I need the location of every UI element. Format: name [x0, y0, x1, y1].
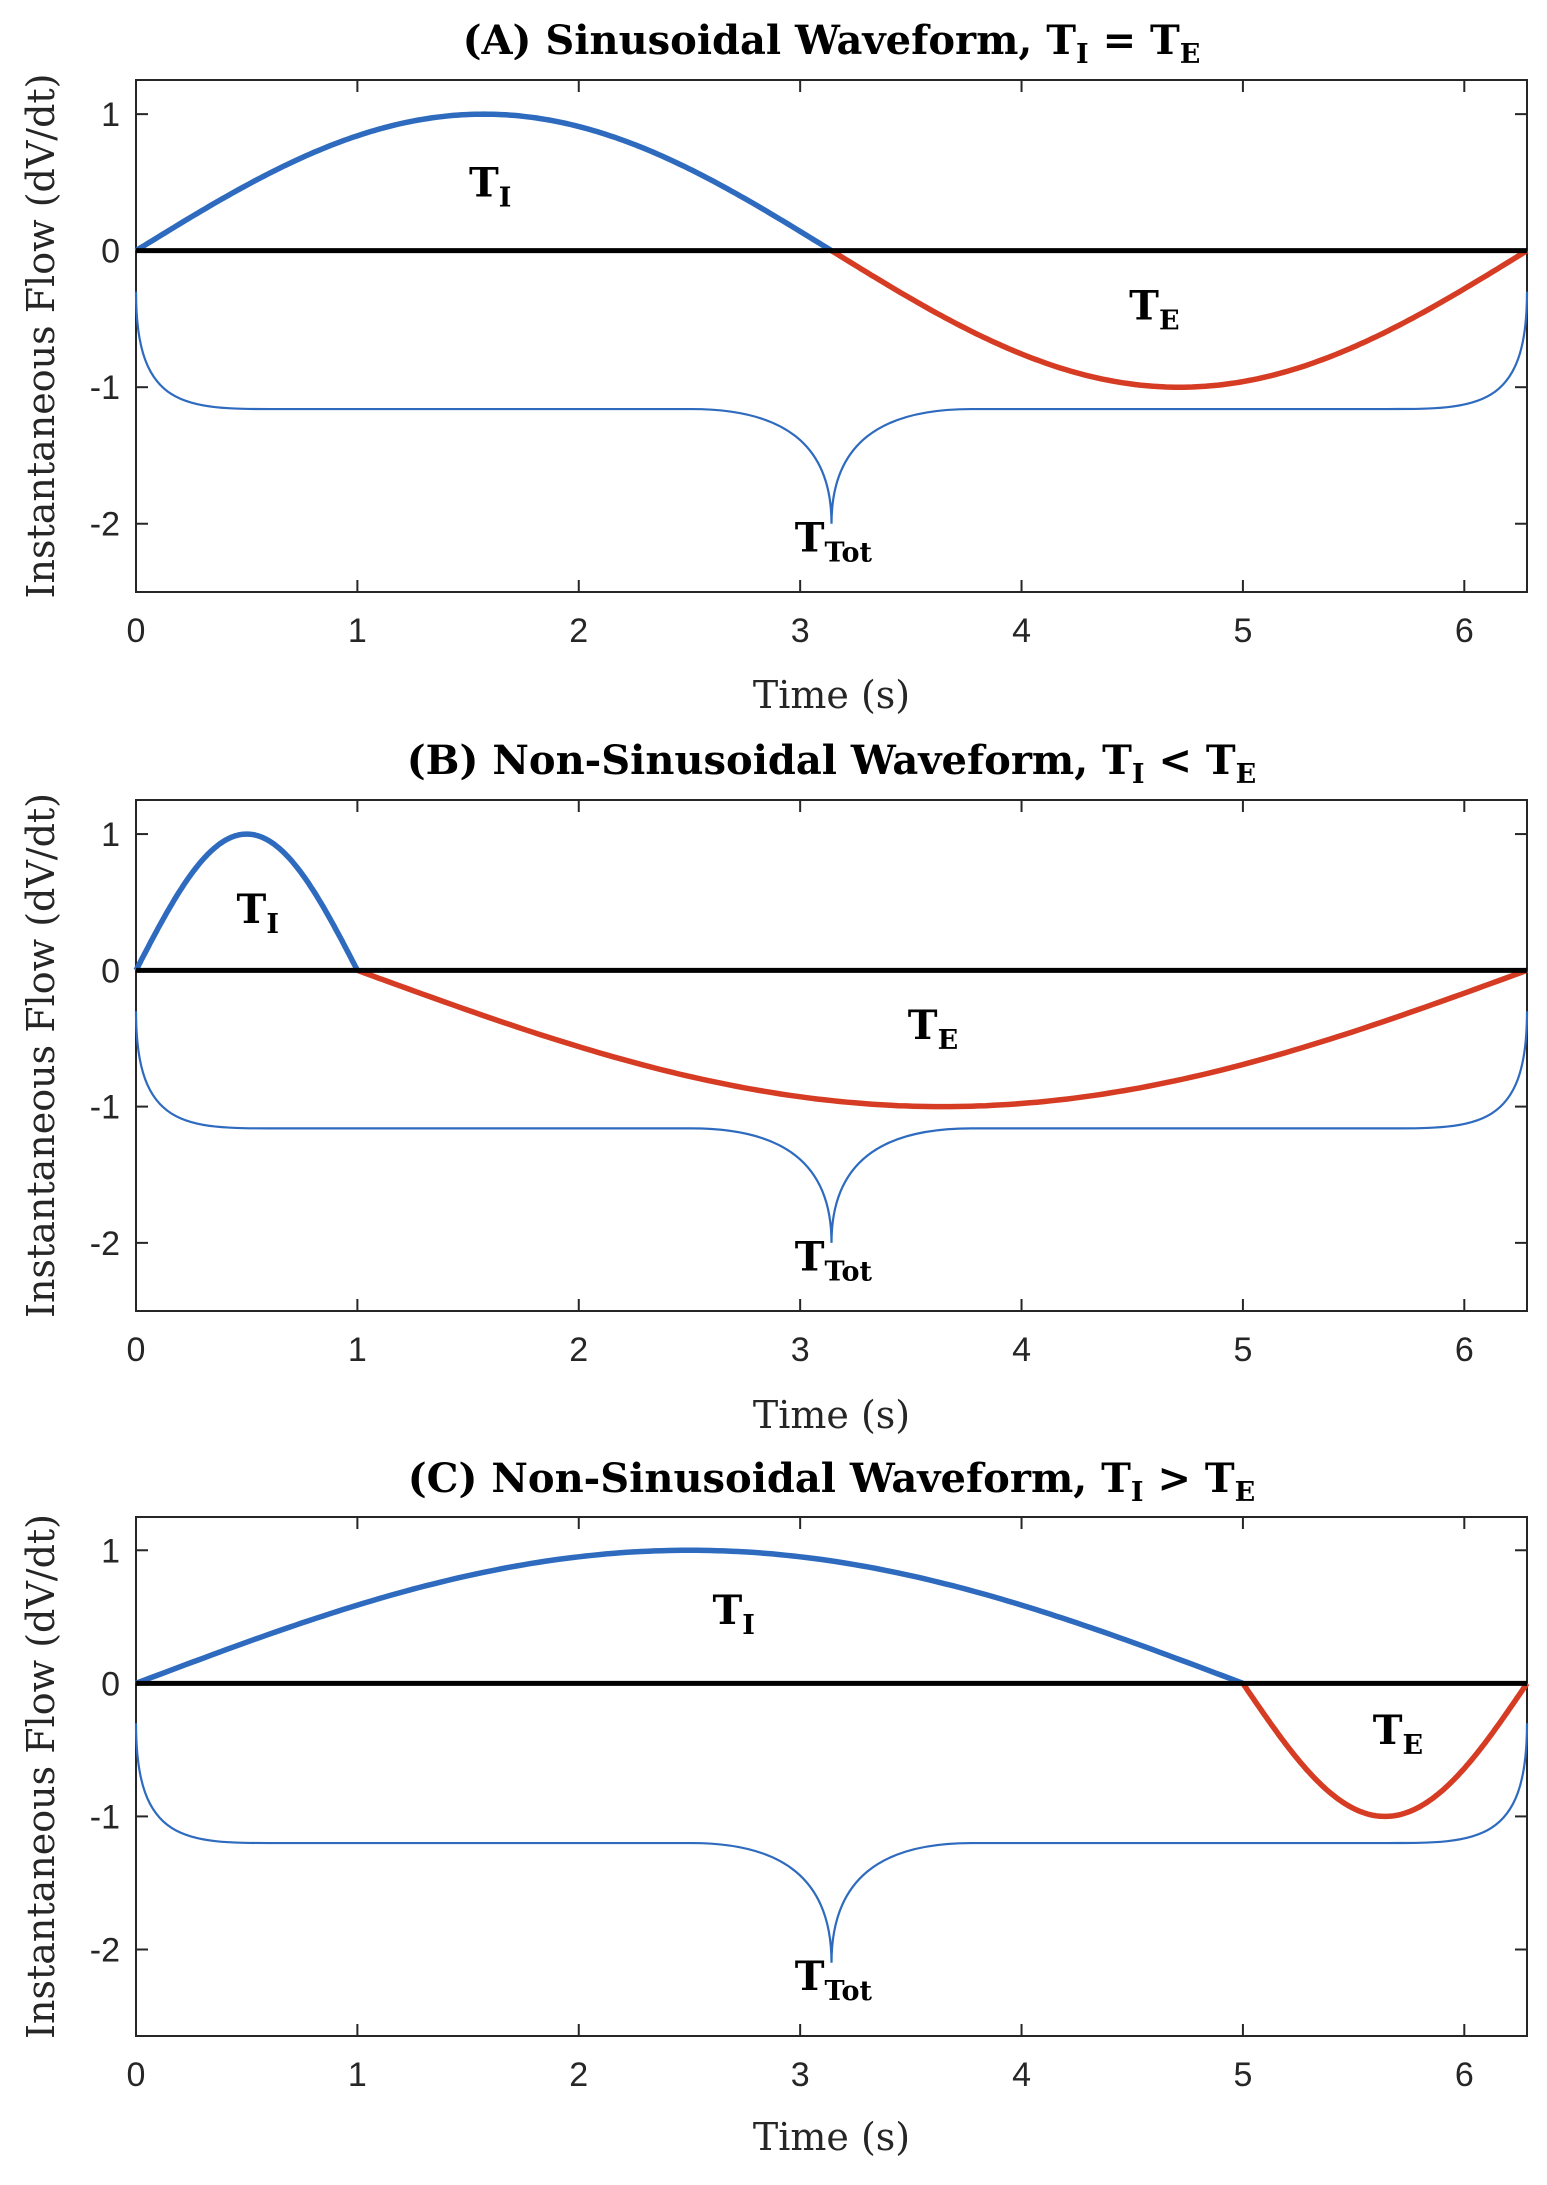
- ttot-brace: [134, 291, 1529, 524]
- expiration-curve: [356, 967, 1528, 1110]
- expiration-curve: [830, 248, 1529, 390]
- y-tick-label: -2: [90, 1225, 120, 1263]
- x-tick-label: 1: [348, 612, 367, 650]
- x-tick-label: 0: [127, 1331, 146, 1369]
- ttot-brace: [134, 1723, 1529, 1963]
- panel-title: (C) Non-Sinusoidal Waveform, TI > TE: [408, 1455, 1256, 1508]
- ttot-annotation: TTot: [795, 1953, 873, 2007]
- x-tick-label: 2: [569, 612, 588, 650]
- y-tick-label: -1: [90, 1089, 120, 1127]
- panel-b: (B) Non-Sinusoidal Waveform, TI < TE 0 1 2 3…: [19, 737, 1529, 1437]
- y-tick-label: 1: [101, 96, 120, 134]
- x-tick-label: 1: [348, 1331, 367, 1369]
- ti-annotation: TI: [237, 886, 279, 940]
- panel-c: (C) Non-Sinusoidal Waveform, TI > TE 0 1 2 3…: [19, 1455, 1530, 2159]
- ttot-annotation: TTot: [795, 514, 873, 568]
- te-annotation: TE: [1129, 282, 1179, 336]
- x-axis-label: Time (s): [753, 1393, 910, 1437]
- y-tick-label: -1: [90, 369, 120, 407]
- x-tick-label: 5: [1233, 612, 1252, 650]
- x-tick-label: 0: [127, 2056, 146, 2094]
- axes-box: [135, 79, 1528, 593]
- y-tick-label: 1: [101, 816, 120, 854]
- y-axis-label: Instantaneous Flow (dV/dt): [19, 793, 63, 1318]
- x-tick-label: 6: [1455, 612, 1474, 650]
- y-tick-label: -1: [90, 1798, 120, 1836]
- y-tick-label: 0: [101, 952, 120, 990]
- x-tick-label: 2: [569, 1331, 588, 1369]
- y-tick-label: 0: [101, 1665, 120, 1703]
- y-axis-label: Instantaneous Flow (dV/dt): [19, 1514, 63, 2039]
- x-axis-label: Time (s): [753, 673, 910, 717]
- ttot-annotation: TTot: [795, 1233, 873, 1287]
- expiration-curve: [1240, 1681, 1530, 1820]
- inspiration-curve: [134, 111, 833, 254]
- x-tick-label: 3: [791, 2056, 810, 2094]
- x-tick-label: 4: [1012, 1331, 1031, 1369]
- y-tick-label: -2: [90, 506, 120, 544]
- panel-a: (A) Sinusoidal Waveform, TI = TE 0 1 2 3 4 5 6 1…: [19, 17, 1529, 717]
- x-tick-label: 5: [1233, 1331, 1252, 1369]
- x-tick-label: 0: [127, 612, 146, 650]
- x-tick-label: 4: [1012, 612, 1031, 650]
- inspiration-curve: [135, 1547, 1244, 1686]
- y-tick-label: 0: [101, 233, 120, 271]
- x-tick-label: 3: [791, 1331, 810, 1369]
- x-tick-label: 6: [1455, 1331, 1474, 1369]
- x-tick-label: 5: [1233, 2056, 1252, 2094]
- inspiration-curve: [133, 831, 360, 972]
- axes-box: [135, 1516, 1528, 2037]
- y-tick-label: -2: [90, 1932, 120, 1970]
- te-annotation: TE: [1373, 1707, 1423, 1761]
- panel-title: (A) Sinusoidal Waveform, TI = TE: [463, 17, 1201, 70]
- y-axis-label: Instantaneous Flow (dV/dt): [19, 73, 63, 598]
- x-tick-label: 6: [1455, 2056, 1474, 2094]
- te-annotation: TE: [908, 1002, 958, 1056]
- ti-annotation: TI: [713, 1587, 755, 1641]
- x-tick-label: 4: [1012, 2056, 1031, 2094]
- ttot-brace: [134, 1011, 1529, 1243]
- ti-annotation: TI: [469, 159, 511, 213]
- x-axis-label: Time (s): [753, 2115, 910, 2159]
- panel-title: (B) Non-Sinusoidal Waveform, TI < TE: [407, 737, 1257, 790]
- x-tick-label: 1: [348, 2056, 367, 2094]
- y-tick-label: 1: [101, 1532, 120, 1570]
- x-tick-label: 3: [791, 612, 810, 650]
- axes-box: [135, 799, 1528, 1312]
- x-tick-label: 2: [569, 2056, 588, 2094]
